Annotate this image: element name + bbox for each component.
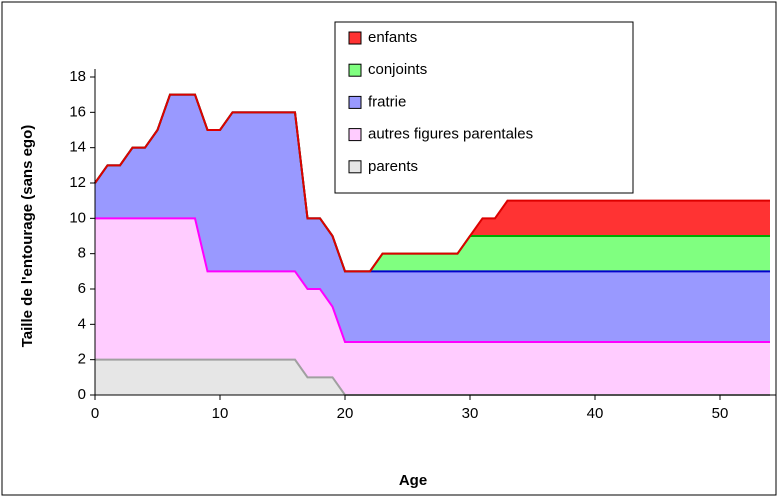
y-tick-label: 12 xyxy=(69,174,86,191)
x-tick-label: 10 xyxy=(212,405,229,422)
x-tick-label: 20 xyxy=(337,405,354,422)
y-tick-label: 16 xyxy=(69,103,86,120)
legend-label: fratrie xyxy=(368,93,406,110)
area xyxy=(95,359,770,395)
legend-swatch xyxy=(348,160,362,174)
x-tick-label: 50 xyxy=(712,405,729,422)
legend-label: conjoints xyxy=(368,61,427,78)
area xyxy=(95,94,770,272)
legend-swatch xyxy=(348,128,362,142)
y-tick-label: 6 xyxy=(78,280,86,297)
area xyxy=(95,218,770,395)
legend-label: autres figures parentales xyxy=(368,126,533,143)
y-tick-label: 10 xyxy=(69,209,86,226)
x-tick-label: 40 xyxy=(587,405,604,422)
y-tick-label: 18 xyxy=(69,68,86,85)
legend-swatch xyxy=(348,31,362,45)
area xyxy=(95,94,770,343)
x-axis-label: Age xyxy=(399,472,427,489)
y-tick-label: 4 xyxy=(78,315,86,332)
legend-label: parents xyxy=(368,158,418,175)
y-tick-label: 14 xyxy=(69,139,86,156)
x-tick-label: 30 xyxy=(462,405,479,422)
legend-swatch xyxy=(348,95,362,109)
y-tick-label: 2 xyxy=(78,351,86,368)
y-tick-label: 0 xyxy=(78,386,86,403)
legend-label: enfants xyxy=(368,29,417,46)
x-tick-label: 0 xyxy=(91,405,99,422)
area xyxy=(95,94,770,272)
y-axis-label: Taille de l'entourage (sans ego) xyxy=(19,125,36,348)
legend-swatch xyxy=(348,63,362,77)
series-line xyxy=(95,217,770,343)
y-tick-label: 8 xyxy=(78,245,86,262)
series-line xyxy=(94,93,770,273)
legend-box xyxy=(334,21,634,194)
